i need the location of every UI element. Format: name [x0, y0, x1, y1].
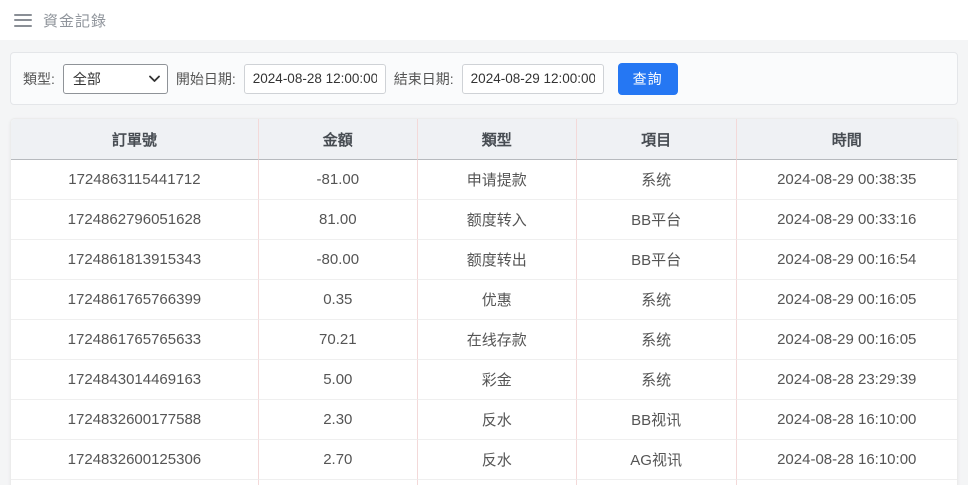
- table-cell: 1724832600125306: [11, 440, 259, 480]
- table-cell: AG视讯: [576, 440, 737, 480]
- table-cell: 1724861765766399: [11, 280, 259, 320]
- column-header: 時間: [736, 119, 957, 160]
- table-cell: 2024-08-29 00:38:35: [736, 160, 957, 200]
- hamburger-menu-icon[interactable]: [14, 13, 32, 27]
- column-header: 類型: [417, 119, 577, 160]
- table-cell: 1724861813915343: [11, 240, 259, 280]
- page-title: 資金記錄: [43, 12, 108, 30]
- column-header: 訂單號: [11, 119, 259, 160]
- table-cell: BB平台: [576, 240, 737, 280]
- table-row: 1724861765765633 70.21 在线存款 系统 2024-08-29 00…: [11, 320, 957, 360]
- table-cell: 2024-08-28 23:29:39: [736, 360, 957, 400]
- column-header: 項目: [576, 119, 737, 160]
- table-header-row: 訂單號 金額 類型 項目 時間: [11, 119, 957, 160]
- table-cell: 1724843014469163: [11, 360, 259, 400]
- type-label: 類型:: [23, 70, 55, 87]
- table-cell: 申请提款: [417, 160, 577, 200]
- topbar: 資金記錄: [0, 0, 968, 40]
- column-header: 金額: [258, 119, 418, 160]
- table-cell: 额度转入: [417, 200, 577, 240]
- start-date-input[interactable]: [243, 63, 386, 94]
- table-row-partial: [11, 480, 957, 485]
- table-row: 1724832600125306 2.70 反水 AG视讯 2024-08-28 16:…: [11, 440, 957, 480]
- end-date-label: 結束日期:: [393, 70, 454, 87]
- type-select[interactable]: 全部: [62, 63, 168, 94]
- table-cell: 1724861765765633: [11, 320, 259, 360]
- table-cell: 系统: [576, 320, 737, 360]
- start-date-label: 開始日期:: [175, 70, 236, 87]
- table-cell: -81.00: [258, 160, 418, 200]
- table-cell: 1724863115441712: [11, 160, 259, 200]
- table-cell: 彩金: [417, 360, 577, 400]
- table-cell: 1724862796051628: [11, 200, 259, 240]
- table-cell: 2024-08-28 16:10:00: [736, 440, 957, 480]
- table-cell: 在线存款: [417, 320, 577, 360]
- end-date-input[interactable]: [461, 63, 604, 94]
- table-cell: 2.70: [258, 440, 418, 480]
- table-row: 1724861813915343 -80.00 额度转出 BB平台 2024-08-29…: [11, 240, 957, 280]
- table-cell: 81.00: [258, 200, 418, 240]
- table-row: 1724832600177588 2.30 反水 BB视讯 2024-08-28 16:…: [11, 400, 957, 440]
- type-select-wrap: 全部: [62, 63, 168, 94]
- table-cell: 2.30: [258, 400, 418, 440]
- table-cell: 2024-08-29 00:16:05: [736, 320, 957, 360]
- table-cell: 2024-08-29 00:33:16: [736, 200, 957, 240]
- table-row: 1724863115441712 -81.00 申请提款 系统 2024-08-29 0…: [11, 160, 957, 200]
- records-table: 訂單號 金額 類型 項目 時間 1724863115441712 -81.00 申请提款 系统…: [10, 118, 958, 485]
- table-row: 1724843014469163 5.00 彩金 系统 2024-08-28 23:29…: [11, 360, 957, 400]
- table-cell: 2024-08-29 00:16:05: [736, 280, 957, 320]
- filter-bar: 類型: 全部 開始日期: 結束日期: 查詢: [10, 52, 958, 105]
- table-cell: BB平台: [576, 200, 737, 240]
- table-cell: 系统: [576, 280, 737, 320]
- table-cell: 5.00: [258, 360, 418, 400]
- table-cell: 额度转出: [417, 240, 577, 280]
- table-cell: 系统: [576, 360, 737, 400]
- table-row: 1724862796051628 81.00 额度转入 BB平台 2024-08-29 …: [11, 200, 957, 240]
- table-cell: 2024-08-28 16:10:00: [736, 400, 957, 440]
- table-cell: 2024-08-29 00:16:54: [736, 240, 957, 280]
- table-cell: 0.35: [258, 280, 418, 320]
- table-cell: 反水: [417, 440, 577, 480]
- table-body: 1724863115441712 -81.00 申请提款 系统 2024-08-29 0…: [11, 160, 957, 480]
- table-cell: 70.21: [258, 320, 418, 360]
- query-button[interactable]: 查詢: [617, 62, 678, 95]
- table-cell: -80.00: [258, 240, 418, 280]
- table-cell: 系统: [576, 160, 737, 200]
- table-cell: 优惠: [417, 280, 577, 320]
- table-cell: 反水: [417, 400, 577, 440]
- table-row: 1724861765766399 0.35 优惠 系统 2024-08-29 00:16…: [11, 280, 957, 320]
- table-cell: 1724832600177588: [11, 400, 259, 440]
- table-cell: BB视讯: [576, 400, 737, 440]
